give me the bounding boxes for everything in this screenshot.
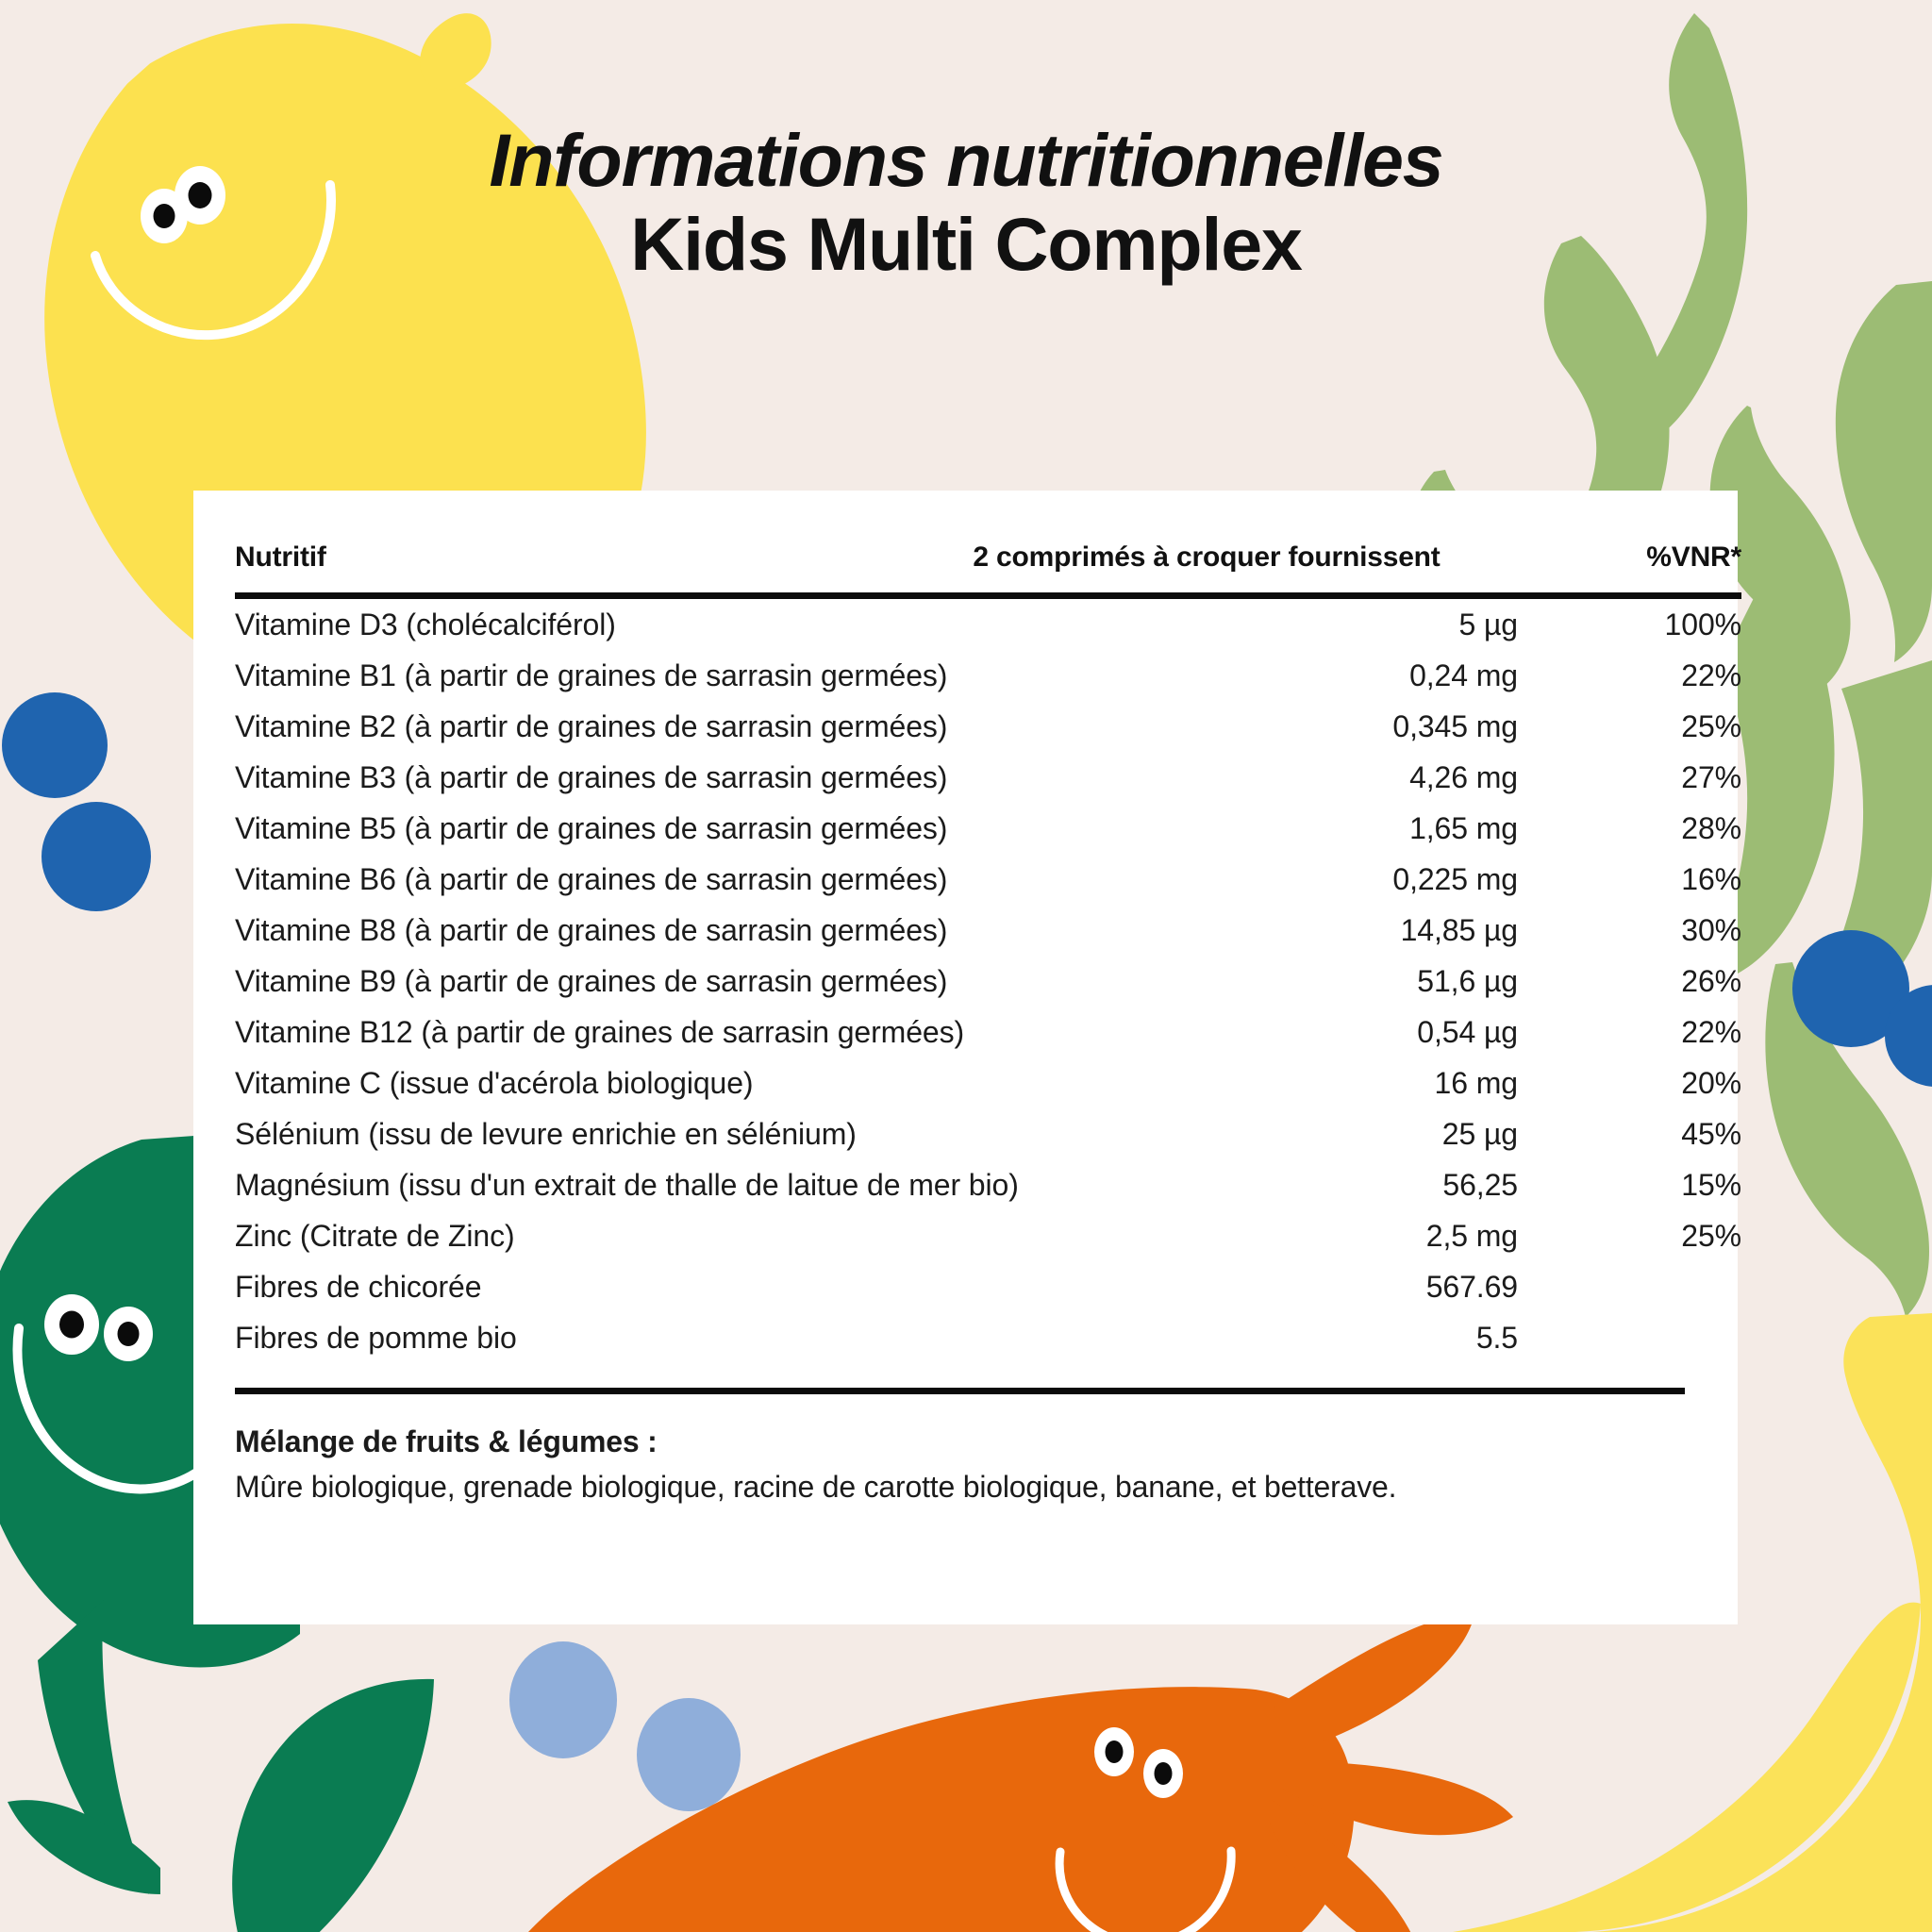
cell-vnr: 25% xyxy=(1681,708,1741,743)
table-row: Vitamine B3 (à partir de graines de sarr… xyxy=(235,752,1741,803)
blueberry-dark-right-small-icon xyxy=(1885,985,1932,1087)
cell-vnr xyxy=(1518,1312,1741,1363)
cell-amount: 0,24 mg xyxy=(1409,658,1518,692)
table-row: Vitamine B1 (à partir de graines de sarr… xyxy=(235,650,1741,701)
table-body: Vitamine D3 (cholécalciférol) 5 µg 100% Vit… xyxy=(235,596,1741,1364)
table-head: Nutritif 2 comprimés à croquer fournisse… xyxy=(235,530,1741,599)
cell-vnr: 20% xyxy=(1681,1065,1741,1100)
cell-nutrient: Sélénium (issu de levure enrichie en sél… xyxy=(235,1116,857,1151)
blueberry-light-left-icon xyxy=(509,1641,617,1758)
cell-vnr: 28% xyxy=(1681,810,1741,845)
table-row: Vitamine D3 (cholécalciférol) 5 µg 100% xyxy=(235,596,1741,651)
cell-vnr: 22% xyxy=(1681,1014,1741,1049)
leaf-green-lower-icon xyxy=(8,1678,434,1932)
cell-nutrient: Vitamine B6 (à partir de graines de sarr… xyxy=(235,861,948,896)
cell-nutrient: Vitamine B12 (à partir de graines de sar… xyxy=(235,1014,965,1049)
cell-vnr xyxy=(1518,1261,1741,1312)
cell-vnr: 100% xyxy=(1664,607,1742,641)
table-row: Vitamine B8 (à partir de graines de sarr… xyxy=(235,905,1741,956)
cell-amount: 4,26 mg xyxy=(1409,759,1518,794)
table-row: Vitamine B9 (à partir de graines de sarr… xyxy=(235,956,1741,1007)
cell-amount: 0,345 mg xyxy=(1392,708,1518,743)
cell-amount: 56,25 xyxy=(1442,1167,1518,1202)
table-header-row: Nutritif 2 comprimés à croquer fournisse… xyxy=(235,530,1741,599)
cell-vnr: 16% xyxy=(1681,861,1741,896)
cell-amount: 5.5 xyxy=(1475,1320,1518,1355)
nutrition-table: Nutritif 2 comprimés à croquer fournisse… xyxy=(235,530,1741,1363)
cell-amount: 14,85 µg xyxy=(1400,912,1519,947)
cell-amount: 1,65 mg xyxy=(1409,810,1518,845)
cell-nutrient: Vitamine B1 (à partir de graines de sarr… xyxy=(235,658,948,692)
cell-vnr: 45% xyxy=(1681,1116,1741,1151)
cell-nutrient: Vitamine B8 (à partir de graines de sarr… xyxy=(235,912,948,947)
cell-nutrient: Vitamine D3 (cholécalciférol) xyxy=(235,607,616,641)
cell-nutrient: Vitamine B5 (à partir de graines de sarr… xyxy=(235,810,948,845)
column-header-nutrient: Nutritif xyxy=(235,530,895,599)
cell-vnr: 26% xyxy=(1681,963,1741,998)
cell-amount: 2,5 mg xyxy=(1425,1218,1518,1253)
cell-nutrient: Vitamine C (issue d'acérola biologique) xyxy=(235,1065,754,1100)
cell-nutrient: Fibres de chicorée xyxy=(235,1269,482,1304)
table-bottom-rule xyxy=(235,1388,1685,1394)
cell-amount: 25 µg xyxy=(1441,1116,1518,1151)
cell-vnr: 22% xyxy=(1681,658,1741,692)
cell-vnr: 25% xyxy=(1681,1218,1741,1253)
table-row: Zinc (Citrate de Zinc) 2,5 mg 25% xyxy=(235,1210,1741,1261)
blueberry-dark-lower-icon xyxy=(42,802,151,911)
table-row: Vitamine B2 (à partir de graines de sarr… xyxy=(235,701,1741,752)
cell-vnr: 30% xyxy=(1681,912,1741,947)
blend-ingredients: Mûre biologique, grenade biologique, rac… xyxy=(235,1470,1397,1504)
cell-amount: 16 mg xyxy=(1434,1065,1519,1100)
blueberry-dark-right-icon xyxy=(1792,930,1909,1047)
cell-nutrient: Magnésium (issu d'un extrait de thalle d… xyxy=(235,1167,1019,1202)
column-header-vnr: %VNR* xyxy=(1518,530,1741,599)
banana-icon xyxy=(1453,1313,1932,1932)
cell-nutrient: Vitamine B2 (à partir de graines de sarr… xyxy=(235,708,948,743)
table-row: Vitamine B5 (à partir de graines de sarr… xyxy=(235,803,1741,854)
blend-title: Mélange de fruits & légumes : xyxy=(235,1424,658,1458)
table-row: Fibres de chicorée 567.69 xyxy=(235,1261,1741,1312)
table-row: Vitamine C (issue d'acérola biologique) 1… xyxy=(235,1058,1741,1108)
nutrition-facts-card: Nutritif 2 comprimés à croquer fournisse… xyxy=(193,491,1741,1624)
table-row: Magnésium (issu d'un extrait de thalle d… xyxy=(235,1159,1741,1210)
cell-vnr: 27% xyxy=(1681,759,1741,794)
table-row: Fibres de pomme bio 5.5 xyxy=(235,1312,1741,1363)
table-row: Vitamine B6 (à partir de graines de sarr… xyxy=(235,854,1741,905)
cell-amount: 0,225 mg xyxy=(1392,861,1518,896)
cell-nutrient: Vitamine B9 (à partir de graines de sarr… xyxy=(235,963,948,998)
carrot-smiley-icon xyxy=(528,1617,1513,1932)
blueberry-dark-upper-icon xyxy=(2,692,108,798)
fruit-vegetable-blend: Mélange de fruits & légumes : Mûre biolo… xyxy=(235,1419,1685,1509)
cell-amount: 5 µg xyxy=(1458,607,1518,641)
cell-amount: 567.69 xyxy=(1425,1269,1518,1304)
blueberry-light-right-icon xyxy=(637,1698,741,1811)
table-row: Sélénium (issu de levure enrichie en sél… xyxy=(235,1108,1741,1159)
column-header-amount: 2 comprimés à croquer fournissent xyxy=(895,530,1518,599)
cell-nutrient: Vitamine B3 (à partir de graines de sarr… xyxy=(235,759,948,794)
cell-amount: 0,54 µg xyxy=(1417,1014,1518,1049)
cell-nutrient: Fibres de pomme bio xyxy=(235,1320,517,1355)
table-row: Vitamine B12 (à partir de graines de sar… xyxy=(235,1007,1741,1058)
cell-vnr: 15% xyxy=(1681,1167,1741,1202)
cell-nutrient: Zinc (Citrate de Zinc) xyxy=(235,1218,515,1253)
cell-amount: 51,6 µg xyxy=(1417,963,1518,998)
